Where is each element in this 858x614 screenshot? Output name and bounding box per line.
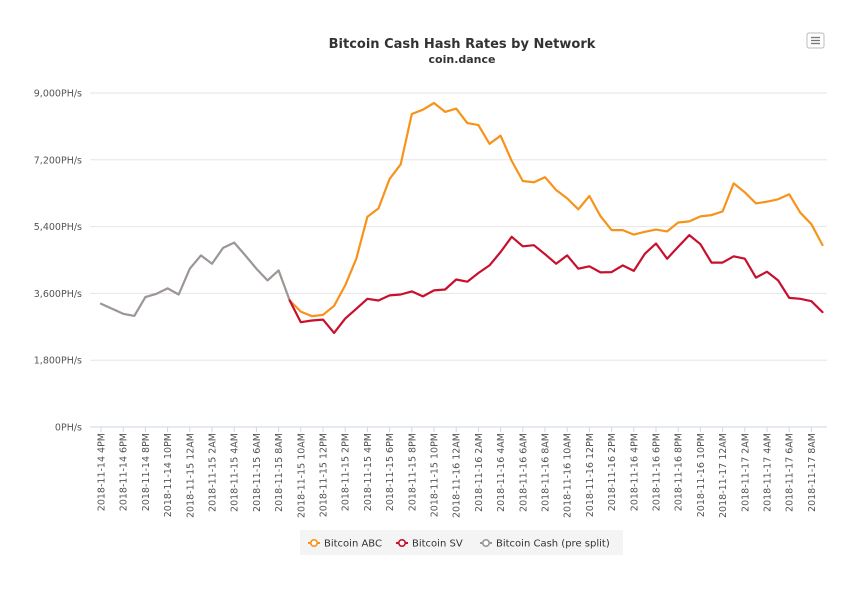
x-axis: 2018-11-14 4PM 2018-11-14 6PM 2018-11-14 8… (97, 427, 818, 518)
y-tick-label: 9,000PH/s (34, 89, 82, 100)
x-tick-label: 2018-11-14 10PM (163, 433, 174, 517)
legend-marker-icon (481, 538, 490, 547)
legend-marker-icon (309, 538, 318, 547)
y-tick-label: 1,800PH/s (34, 356, 82, 367)
legend-background (300, 530, 623, 555)
x-tick-label: 2018-11-17 2AM (740, 433, 751, 512)
chart-title: Bitcoin Cash Hash Rates by Network (329, 37, 596, 52)
legend-label: Bitcoin ABC (324, 539, 382, 550)
x-tick-label: 2018-11-15 4PM (363, 433, 374, 511)
x-tick-label: 2018-11-15 10AM (296, 433, 307, 518)
x-tick-label: 2018-11-16 12PM (585, 433, 596, 517)
x-tick-label: 2018-11-16 2AM (474, 433, 485, 512)
x-tick-label: 2018-11-15 12AM (185, 433, 196, 518)
x-tick-label: 2018-11-16 6PM (652, 433, 663, 511)
y-tick-label: 7,200PH/s (34, 155, 82, 166)
chart-subtitle: coin.dance (429, 53, 496, 66)
x-tick-label: 2018-11-17 8AM (807, 433, 818, 512)
x-tick-label: 2018-11-15 4AM (230, 433, 241, 512)
series-lines (99, 101, 824, 334)
context-menu-button[interactable] (806, 32, 825, 49)
x-tick-label: 2018-11-16 10PM (696, 433, 707, 517)
series-line-bitcoin-cash-pre-split[interactable] (99, 241, 291, 317)
y-tick-label: 5,400PH/s (34, 222, 82, 233)
x-tick-label: 2018-11-15 6AM (252, 433, 263, 512)
legend-item-bitcoin-cash-pre-split[interactable]: Bitcoin Cash (pre split) (480, 539, 610, 550)
x-tick-label: 2018-11-15 8PM (407, 433, 418, 511)
hamburger-menu-icon (811, 36, 820, 45)
legend: Bitcoin ABC Bitcoin SV Bitcoin Cash (pre s… (300, 530, 623, 555)
x-tick-label: 2018-11-17 12AM (718, 433, 729, 518)
x-tick-label: 2018-11-15 2AM (208, 433, 219, 512)
legend-label: Bitcoin Cash (pre split) (496, 539, 610, 550)
x-tick-label: 2018-11-15 12PM (319, 433, 330, 517)
x-tick-label: 2018-11-16 8PM (674, 433, 685, 511)
x-tick-label: 2018-11-14 6PM (119, 433, 130, 511)
legend-label: Bitcoin SV (412, 539, 463, 550)
x-tick-label: 2018-11-17 4AM (763, 433, 774, 512)
x-tick-label: 2018-11-15 10PM (430, 433, 441, 517)
x-tick-label: 2018-11-16 10AM (563, 433, 574, 518)
legend-marker-icon (397, 538, 406, 547)
y-tick-label: 3,600PH/s (34, 289, 82, 300)
x-tick-label: 2018-11-16 2PM (607, 433, 618, 511)
series-line-bitcoin-sv[interactable] (288, 234, 824, 334)
y-axis: 0PH/s 1,800PH/s 3,600PH/s 5,400PH/s 7,200PH/… (34, 89, 82, 434)
x-tick-label: 2018-11-15 8AM (274, 433, 285, 512)
x-tick-label: 2018-11-16 6AM (518, 433, 529, 512)
x-tick-label: 2018-11-15 2PM (341, 433, 352, 511)
x-tick-label: 2018-11-14 4PM (97, 433, 108, 511)
x-tick-label: 2018-11-17 6AM (785, 433, 796, 512)
x-tick-label: 2018-11-16 4PM (629, 433, 640, 511)
legend-item-bitcoin-abc[interactable]: Bitcoin ABC (308, 539, 382, 550)
x-tick-label: 2018-11-15 6PM (385, 433, 396, 511)
x-tick-label: 2018-11-16 4AM (496, 433, 507, 512)
legend-item-bitcoin-sv[interactable]: Bitcoin SV (396, 539, 463, 550)
x-tick-label: 2018-11-14 8PM (141, 433, 152, 511)
x-tick-label: 2018-11-16 8AM (541, 433, 552, 512)
series-line-bitcoin-abc[interactable] (288, 101, 824, 318)
grid-lines (90, 92, 827, 428)
y-tick-label: 0PH/s (55, 423, 82, 434)
x-tick-label: 2018-11-16 12AM (452, 433, 463, 518)
